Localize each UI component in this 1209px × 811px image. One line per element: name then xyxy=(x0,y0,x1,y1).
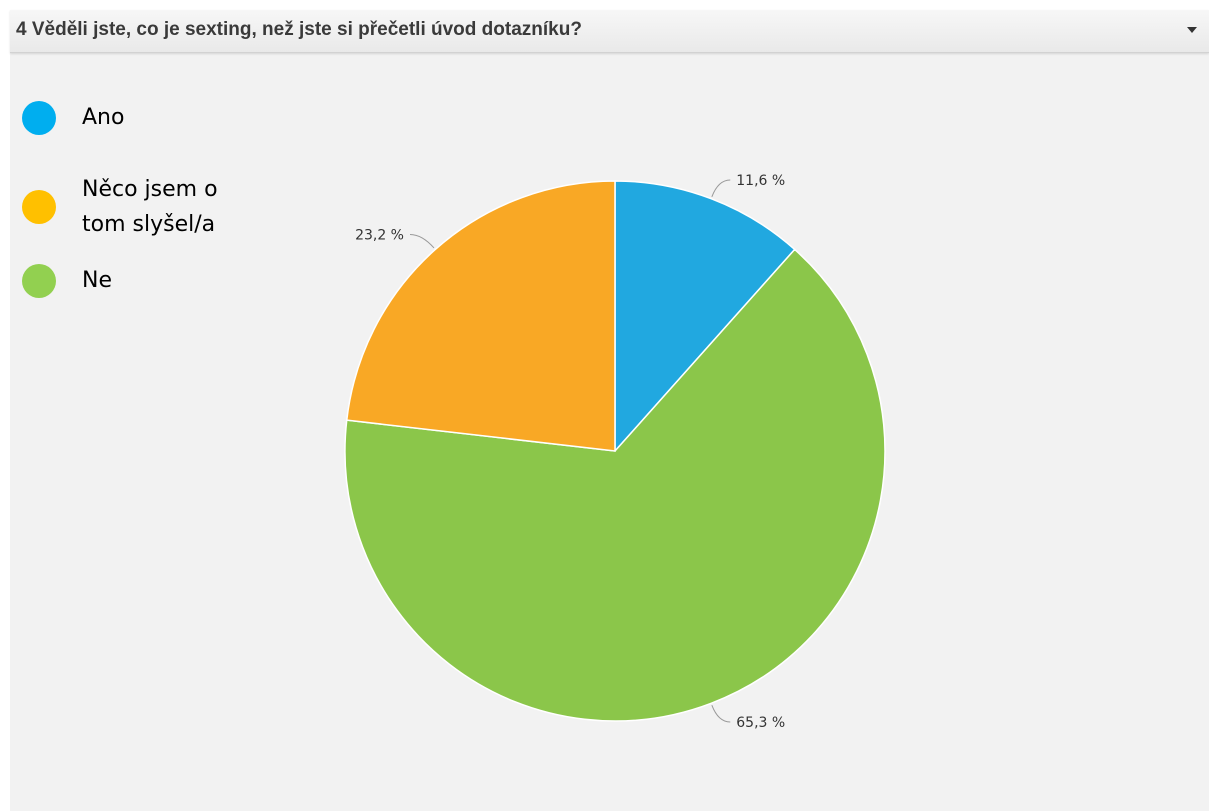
value-label-ne: 65,3 % xyxy=(736,715,785,731)
leader-line-ano xyxy=(711,179,731,198)
legend-swatch-ano xyxy=(22,100,56,135)
legend-item-neco: Něco jsem o tom slyšel/a xyxy=(22,172,218,242)
legend-swatch-neco xyxy=(22,190,56,224)
legend-item-ano: Ano xyxy=(22,100,124,135)
pie-slice-ne[interactable] xyxy=(344,248,886,722)
pie-slice-ano[interactable] xyxy=(614,180,796,453)
pie-slices xyxy=(344,180,886,722)
value-label-neco: 23,2 % xyxy=(355,228,404,244)
pie-slice-neco[interactable] xyxy=(345,180,616,452)
legend-item-ne: Ne xyxy=(22,263,112,298)
legend-label-ano: Ano xyxy=(82,105,125,130)
legend-label-neco: Něco jsem o tom slyšel/a xyxy=(82,177,218,237)
question-header[interactable]: 4 Věděli jste, co je sexting, než jste s… xyxy=(10,10,1209,53)
caret-down-icon[interactable] xyxy=(1187,27,1197,33)
pie-value-labels: 11,6 % 65,3 % 23,2 % xyxy=(355,173,785,731)
legend-swatch-ne xyxy=(22,263,56,298)
value-label-ano: 11,6 % xyxy=(736,173,785,189)
legend-label-ne: Ne xyxy=(82,268,112,293)
leader-line-neco xyxy=(410,234,435,249)
leader-line-ne xyxy=(711,704,731,723)
question-title: 4 Věděli jste, co je sexting, než jste s… xyxy=(16,19,582,40)
